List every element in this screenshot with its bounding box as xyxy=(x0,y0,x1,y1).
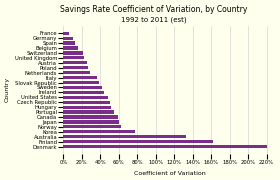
Text: Savings Rate Coefficient of Variation, by Country: Savings Rate Coefficient of Variation, b… xyxy=(60,5,248,14)
Bar xyxy=(64,32,69,35)
X-axis label: Coefficient of Variation: Coefficient of Variation xyxy=(134,171,206,176)
Bar xyxy=(64,135,186,138)
Bar xyxy=(64,86,102,89)
Bar xyxy=(64,51,83,55)
Bar xyxy=(64,37,73,40)
Bar xyxy=(64,145,267,148)
Bar xyxy=(64,130,136,133)
Bar xyxy=(64,101,110,104)
Bar xyxy=(64,76,97,79)
Bar xyxy=(64,111,114,114)
Bar xyxy=(64,56,84,59)
Bar xyxy=(64,125,121,129)
Bar xyxy=(64,61,87,64)
Bar xyxy=(64,46,78,50)
Bar xyxy=(64,115,118,119)
Bar xyxy=(64,120,119,123)
Y-axis label: Country: Country xyxy=(4,77,9,102)
Bar xyxy=(64,105,111,109)
Bar xyxy=(64,66,88,69)
Text: 1992 to 2011 (est): 1992 to 2011 (est) xyxy=(121,16,187,23)
Bar xyxy=(64,41,76,45)
Bar xyxy=(64,96,108,99)
Bar xyxy=(64,91,104,94)
Bar xyxy=(64,81,99,84)
Bar xyxy=(64,71,90,74)
Bar xyxy=(64,140,213,143)
